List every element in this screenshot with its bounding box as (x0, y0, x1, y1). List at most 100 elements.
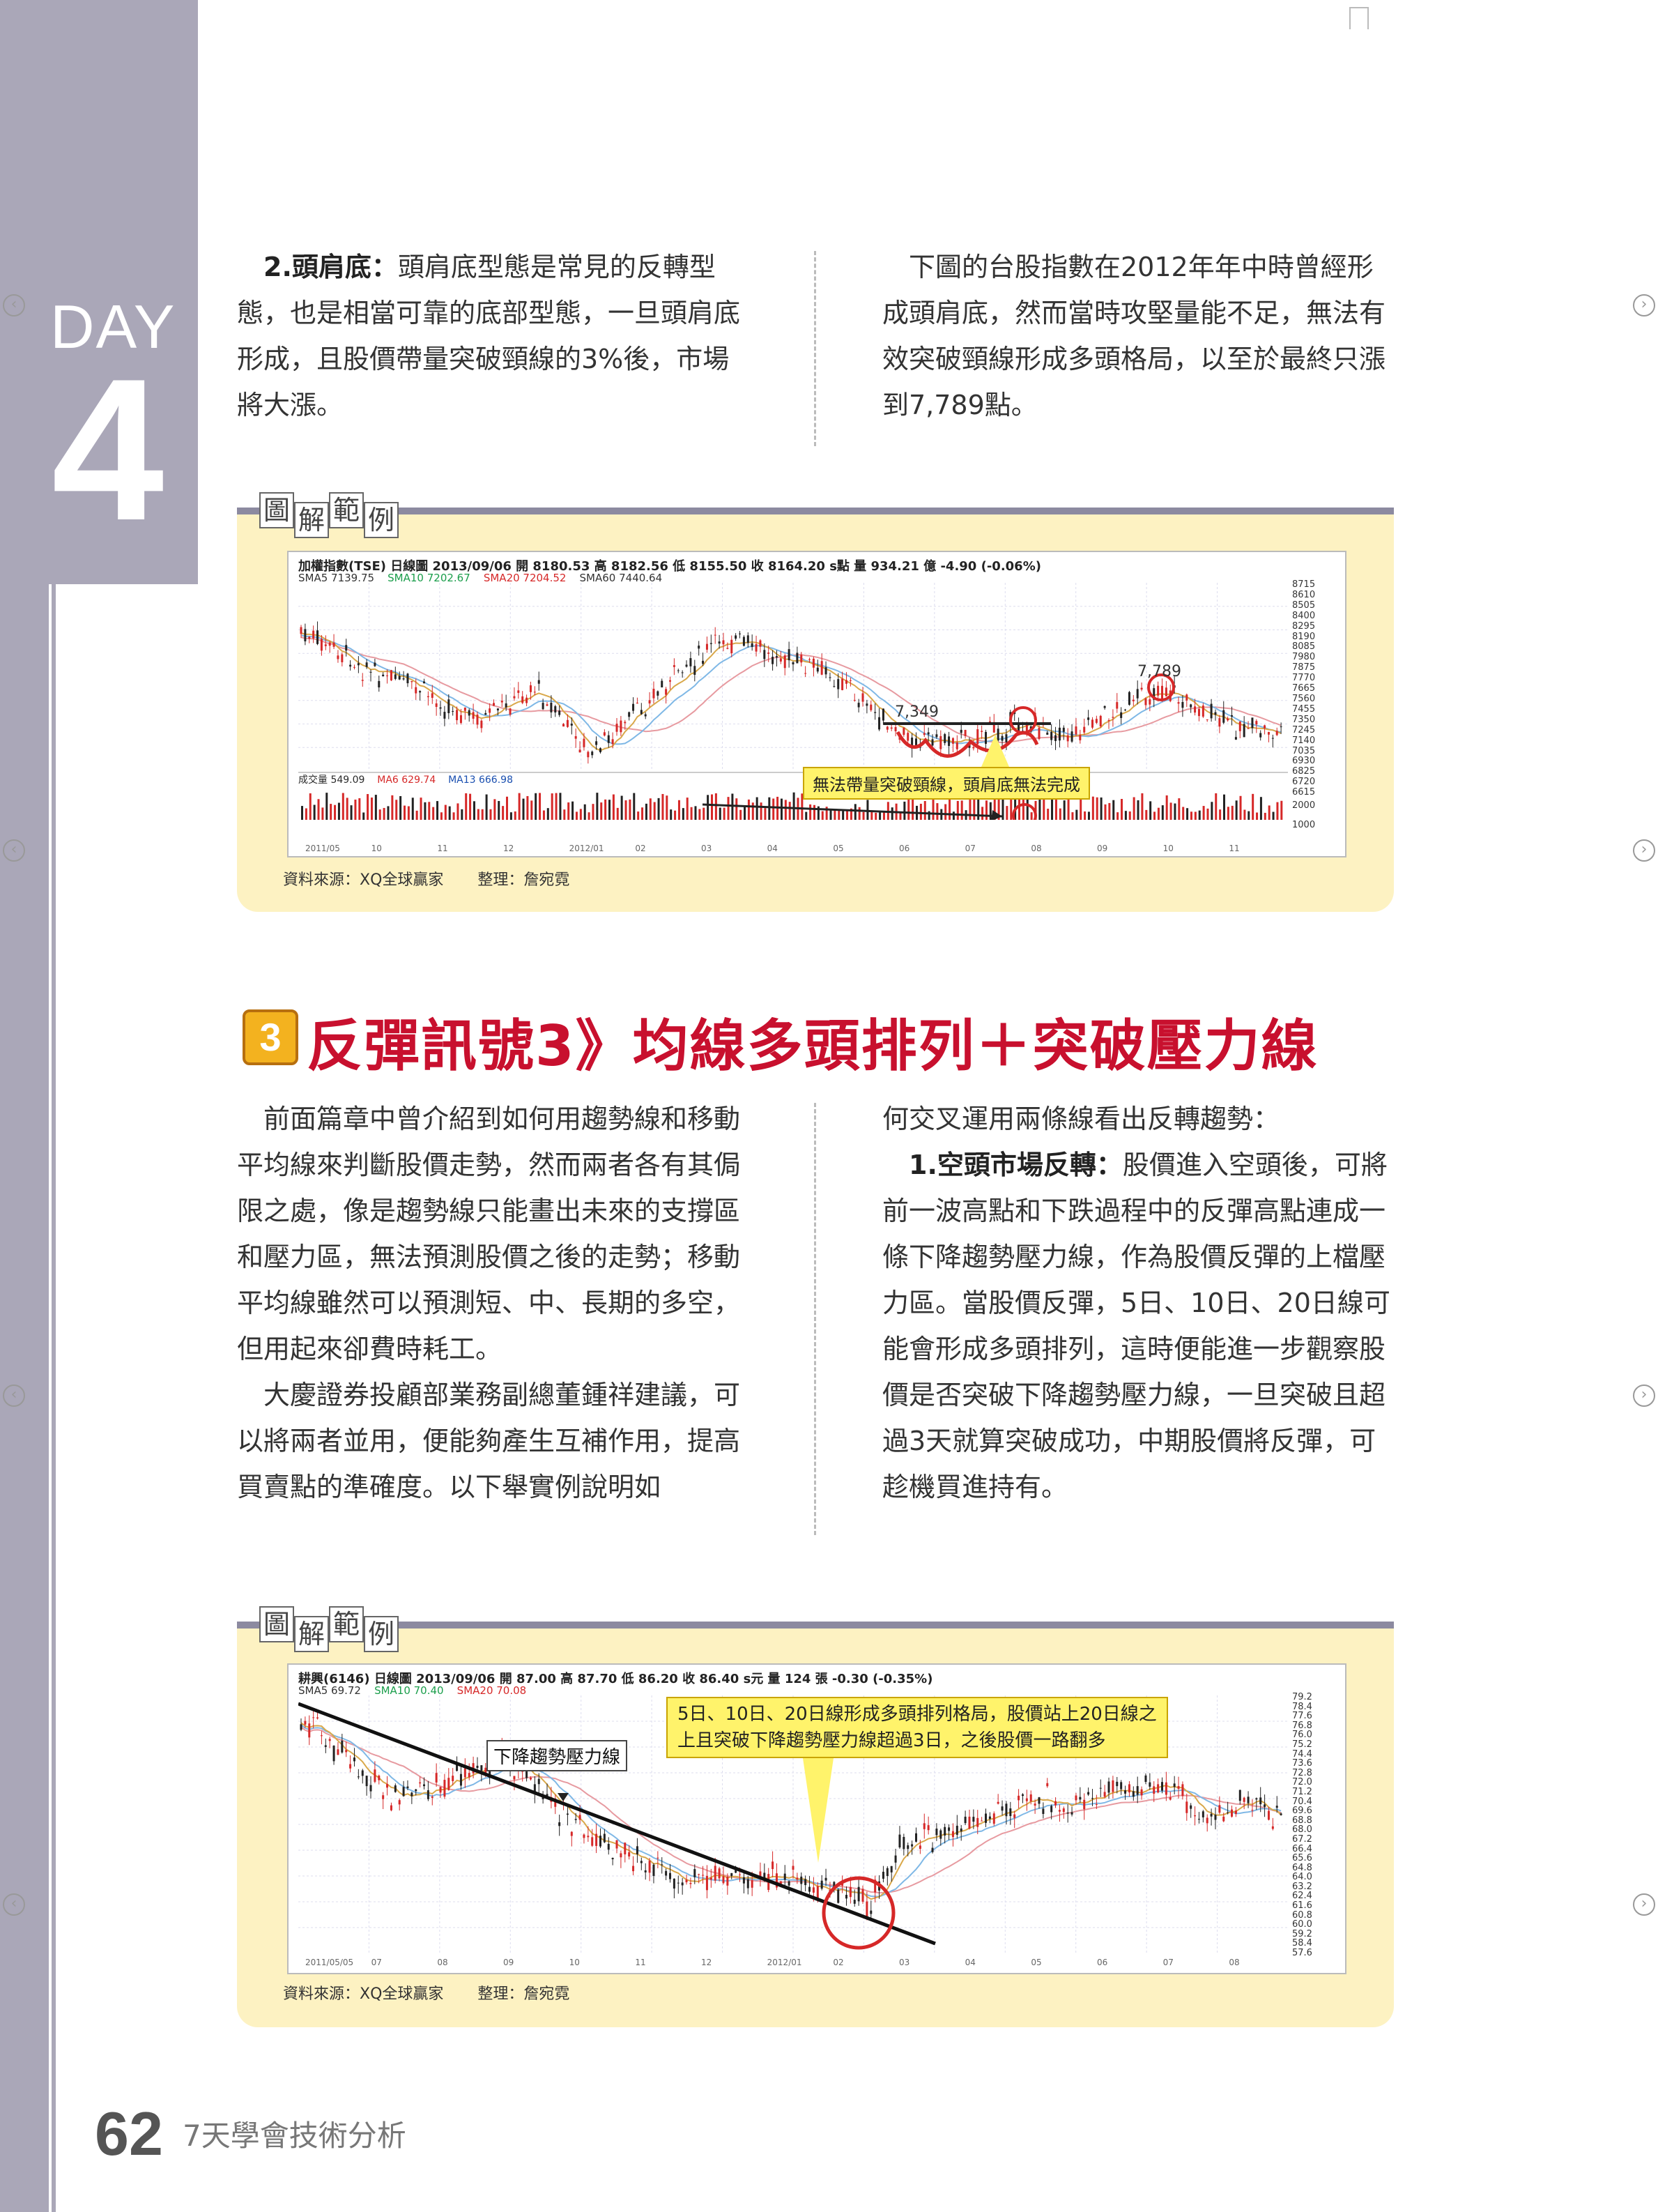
volume-bar (981, 807, 984, 820)
candle (837, 1889, 840, 1903)
candle (800, 655, 803, 663)
column-divider (814, 251, 816, 446)
candle (894, 1855, 897, 1863)
volume-bar (440, 812, 443, 820)
volume-bar (923, 801, 926, 820)
volume-bar (596, 793, 599, 820)
candle (1190, 1805, 1192, 1809)
prev-arrow-icon[interactable]: ‹ (3, 839, 25, 862)
candle (570, 724, 573, 726)
volume-bar (481, 809, 484, 820)
tag-char: 解 (294, 1616, 330, 1652)
candle (894, 726, 897, 731)
volume-bar (1219, 809, 1222, 820)
y-tick: 6720 (1292, 777, 1316, 788)
volume-bar (1006, 806, 1008, 820)
candle (1169, 1797, 1172, 1800)
prev-arrow-icon[interactable]: ‹ (3, 294, 25, 316)
volume-bar (801, 793, 804, 820)
x-tick: 2011/05 (305, 844, 340, 853)
candle (927, 732, 930, 735)
candle (746, 1879, 749, 1889)
candle (624, 1843, 627, 1854)
book-title: 7天學會技術分析 (183, 2119, 406, 2153)
candle (1243, 1797, 1245, 1802)
x-tick: 12 (503, 844, 514, 853)
volume-bar (579, 809, 582, 820)
candle (1259, 1797, 1262, 1805)
candle (452, 1776, 454, 1782)
candle (1103, 705, 1106, 708)
volume-bar (907, 796, 910, 820)
bookmark-icon[interactable] (1349, 7, 1369, 29)
tag-char: 例 (364, 502, 399, 538)
y-tick: 8295 (1292, 620, 1316, 632)
candle (915, 1833, 917, 1842)
x-tick: 2011/05/05 (305, 1958, 354, 1967)
prev-arrow-icon[interactable]: ‹ (3, 1385, 25, 1407)
next-arrow-icon[interactable]: › (1633, 1893, 1655, 1916)
next-arrow-icon[interactable]: › (1633, 1385, 1655, 1407)
moving-average-line (300, 632, 1282, 752)
volume-circle (1012, 803, 1037, 820)
candle (308, 1723, 311, 1738)
candle (583, 1834, 585, 1838)
candle (964, 1816, 967, 1824)
sec3-right-column: 何交叉運用兩條線看出反轉趨勢： 1.空頭市場反轉：股價進入空頭後，可將前一波高點… (882, 1096, 1398, 1510)
volume-bar (780, 798, 783, 820)
section-title: 反彈訊號3》均線多頭排列＋突破壓力線 (307, 1014, 1319, 1078)
candle (968, 1816, 971, 1829)
candle (615, 724, 618, 732)
candle (816, 1886, 819, 1898)
volume-bar (739, 809, 742, 820)
candle (353, 666, 355, 668)
candle (1132, 1791, 1135, 1797)
arrow-down-icon (558, 1793, 569, 1801)
breakout-circle (822, 1876, 896, 1950)
x-tick: 08 (437, 1958, 448, 1967)
candle (907, 1845, 909, 1849)
candle (1018, 1795, 1020, 1801)
callout-line: 5日、10日、20日線形成多頭排列格局，股價站上20日線之 (677, 1704, 1157, 1725)
next-arrow-icon[interactable]: › (1633, 839, 1655, 862)
candle (689, 658, 692, 666)
candle (1107, 720, 1110, 722)
candle (735, 1870, 737, 1873)
candle (439, 1787, 442, 1793)
candle (489, 1767, 491, 1778)
volume-bar (551, 793, 553, 820)
candle (357, 663, 360, 666)
volume-bar (870, 810, 873, 820)
candle (415, 1789, 417, 1792)
chart2-header: 耕興(6146) 日線圖 2013/09/06 開 87.00 高 87.70 … (298, 1672, 933, 1686)
chart2-y-axis: 79.2 78.4 77.6 76.8 76.0 75.2 74.4 73.6 72.8 72.0… (1292, 1693, 1341, 1958)
candle (500, 701, 503, 703)
sidebar-band (0, 0, 198, 584)
volume-bar (604, 799, 607, 820)
candle (456, 710, 459, 721)
x-tick: 2012/01 (767, 1958, 802, 1967)
y-tick: 7875 (1292, 662, 1316, 673)
volume-bar (846, 810, 849, 820)
candle (1013, 1814, 1016, 1818)
volume-bar (997, 795, 1000, 820)
chart2-callout: 5日、10日、20日線形成多頭排列格局，股價站上20日線之 上且突破下降趨勢壓力… (666, 1697, 1168, 1758)
volume-bar (1161, 805, 1164, 820)
prev-arrow-icon[interactable]: ‹ (3, 1893, 25, 1916)
y-tick: 8505 (1292, 600, 1316, 611)
candle (804, 1879, 807, 1886)
candle (665, 689, 668, 695)
candle (1153, 1786, 1156, 1794)
volume-bar (1047, 809, 1050, 820)
candle (1238, 1790, 1241, 1801)
volume-bar (772, 798, 775, 820)
candle (324, 644, 327, 646)
candle (525, 1766, 528, 1778)
next-arrow-icon[interactable]: › (1633, 294, 1655, 316)
candle (476, 715, 479, 725)
volume-bar (1174, 803, 1176, 820)
volume-bar (792, 792, 795, 820)
volume-bar (612, 794, 615, 820)
candle (657, 691, 659, 696)
candle (915, 738, 917, 748)
